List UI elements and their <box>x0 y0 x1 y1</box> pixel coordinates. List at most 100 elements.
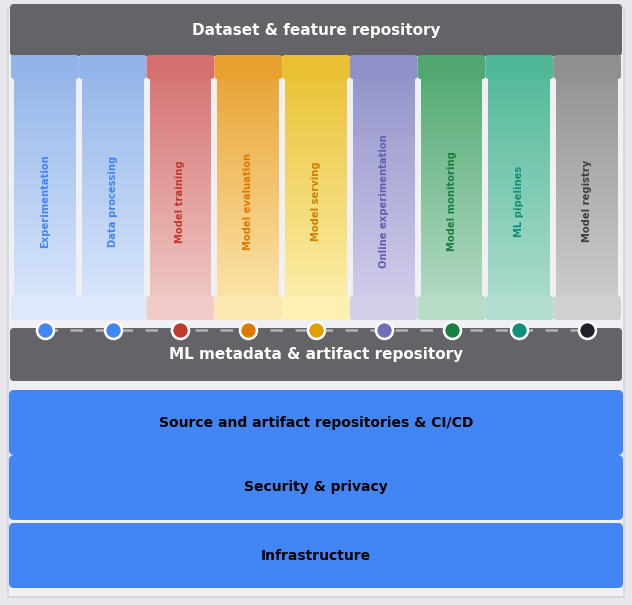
Bar <box>489 217 550 223</box>
Bar <box>285 252 347 257</box>
Bar <box>150 226 211 231</box>
Bar <box>353 128 415 133</box>
Bar <box>82 252 143 257</box>
Bar <box>421 264 482 270</box>
Bar <box>285 188 347 193</box>
FancyBboxPatch shape <box>214 55 282 79</box>
Bar <box>556 68 618 73</box>
Bar <box>150 68 211 73</box>
Bar <box>217 273 279 278</box>
Bar <box>150 269 211 274</box>
Bar <box>14 157 76 163</box>
Bar <box>217 157 279 163</box>
Bar <box>150 106 211 111</box>
FancyBboxPatch shape <box>282 296 350 320</box>
Bar <box>14 89 76 94</box>
Bar <box>82 136 143 142</box>
Bar <box>489 204 550 210</box>
Bar <box>82 68 143 73</box>
Bar <box>150 231 211 235</box>
Bar <box>353 132 415 137</box>
FancyBboxPatch shape <box>10 328 622 381</box>
Bar <box>489 286 550 291</box>
Bar <box>82 166 143 171</box>
Bar <box>556 153 618 159</box>
FancyBboxPatch shape <box>350 296 418 320</box>
Bar <box>285 204 347 210</box>
Bar <box>556 252 618 257</box>
FancyBboxPatch shape <box>485 296 553 320</box>
Bar <box>14 290 76 296</box>
Bar <box>556 235 618 240</box>
Bar <box>285 247 347 253</box>
Bar <box>556 299 618 304</box>
Bar <box>353 188 415 193</box>
Bar <box>150 102 211 107</box>
Bar <box>489 269 550 274</box>
Bar <box>353 247 415 253</box>
Bar <box>421 217 482 223</box>
Bar <box>217 140 279 146</box>
Bar <box>285 303 347 309</box>
Bar <box>489 188 550 193</box>
Bar <box>556 171 618 175</box>
Bar <box>285 128 347 133</box>
Bar <box>353 166 415 171</box>
Bar <box>421 59 482 64</box>
Bar <box>556 217 618 223</box>
Bar <box>556 128 618 133</box>
Bar <box>285 123 347 128</box>
Bar <box>217 136 279 142</box>
Bar <box>82 179 143 184</box>
Bar <box>489 239 550 244</box>
Bar <box>556 196 618 201</box>
Bar <box>489 76 550 82</box>
Bar <box>353 153 415 159</box>
Bar <box>556 256 618 261</box>
Bar <box>82 256 143 261</box>
Bar <box>150 273 211 278</box>
Bar <box>556 307 618 313</box>
Bar <box>217 260 279 266</box>
Bar <box>217 235 279 240</box>
Bar <box>82 204 143 210</box>
Bar <box>556 239 618 244</box>
Bar <box>217 149 279 154</box>
Bar <box>421 132 482 137</box>
Bar <box>556 260 618 266</box>
Text: ML pipelines: ML pipelines <box>514 166 525 237</box>
Bar <box>421 213 482 218</box>
Bar <box>14 188 76 193</box>
Bar <box>353 192 415 197</box>
Bar <box>285 166 347 171</box>
FancyBboxPatch shape <box>79 296 147 320</box>
Bar <box>353 85 415 90</box>
Text: Dataset & feature repository: Dataset & feature repository <box>191 22 441 38</box>
Bar <box>14 196 76 201</box>
FancyBboxPatch shape <box>82 307 143 317</box>
Bar <box>217 115 279 120</box>
Bar <box>285 196 347 201</box>
FancyBboxPatch shape <box>11 55 79 79</box>
Bar <box>353 89 415 94</box>
Bar <box>217 209 279 214</box>
Bar <box>556 119 618 124</box>
Bar <box>285 192 347 197</box>
Bar <box>285 243 347 249</box>
Bar <box>14 226 76 231</box>
Bar <box>489 183 550 189</box>
Bar <box>421 286 482 291</box>
Text: Online experimentation: Online experimentation <box>379 134 389 268</box>
Bar <box>150 209 211 214</box>
Bar <box>150 179 211 184</box>
FancyBboxPatch shape <box>14 307 76 317</box>
Bar <box>150 235 211 240</box>
Bar <box>14 179 76 184</box>
Bar <box>150 264 211 270</box>
Bar <box>556 226 618 231</box>
Bar <box>82 140 143 146</box>
Bar <box>82 222 143 227</box>
Bar <box>421 183 482 189</box>
Bar <box>217 123 279 128</box>
Bar <box>82 282 143 287</box>
